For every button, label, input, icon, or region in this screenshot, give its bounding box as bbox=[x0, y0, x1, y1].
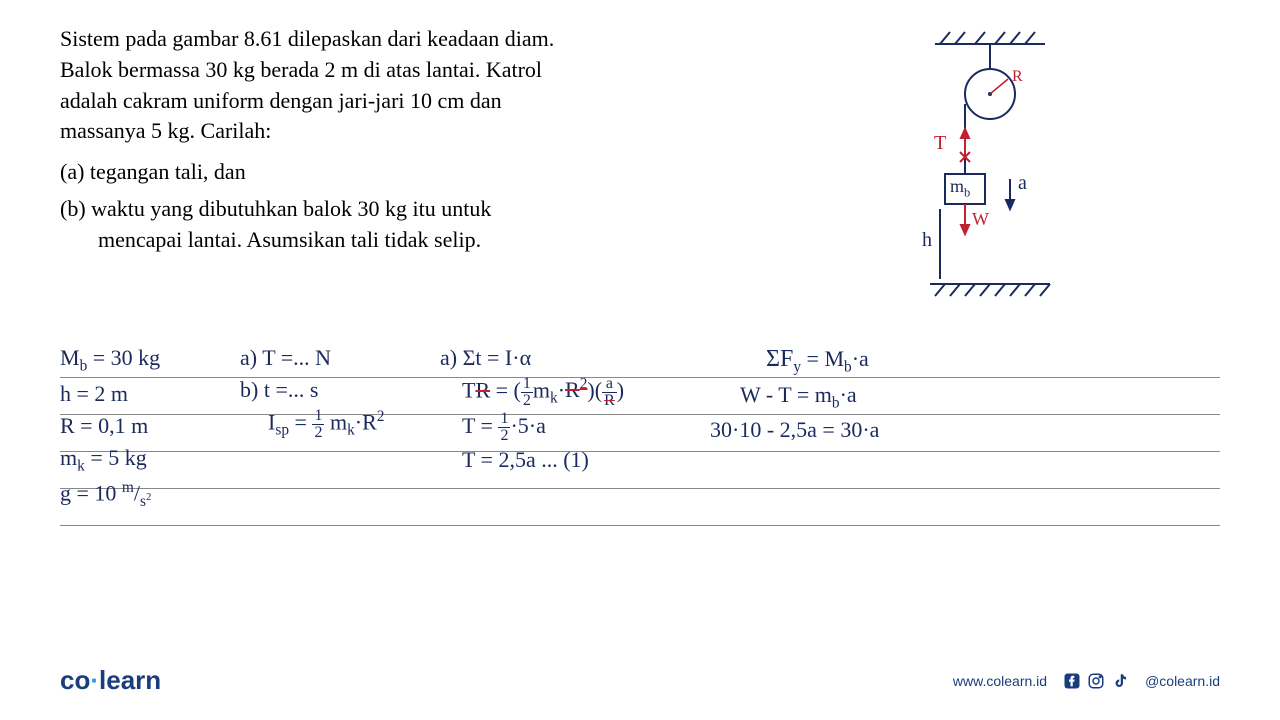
question-a: a) T =... N bbox=[240, 342, 384, 374]
given-mk: mk = 5 kg bbox=[60, 442, 160, 478]
solution-work: Mb = 30 kg h = 2 m R = 0,1 m mk = 5 kg g… bbox=[60, 340, 1160, 580]
problem-line2: Balok bermassa 30 kg berada 2 m di atas … bbox=[60, 55, 760, 86]
problem-sub-b1: (b) waktu yang dibutuhkan balok 30 kg it… bbox=[60, 194, 760, 225]
formula-isp: Isp = 12 mk·R2 bbox=[268, 406, 384, 442]
eq-t-result: T = 2,5a ... (1) bbox=[462, 444, 624, 476]
eq-w-minus-t: W - T = mb·a bbox=[740, 379, 879, 415]
footer-url: www.colearn.id bbox=[953, 673, 1047, 689]
tiktok-icon bbox=[1111, 672, 1129, 690]
diagram-label-h: h bbox=[922, 229, 932, 252]
rule-line-5 bbox=[60, 525, 1220, 526]
footer-right: www.colearn.id @colearn.id bbox=[953, 672, 1220, 690]
diagram-label-W: W bbox=[972, 209, 989, 230]
force-equations: ΣFy = Mb·a W - T = mb·a 30·10 - 2,5a = 3… bbox=[740, 342, 879, 446]
rule-line-2 bbox=[60, 414, 1220, 415]
given-g: g = 10 m/s2 bbox=[60, 477, 160, 513]
diagram-label-R: R bbox=[1012, 68, 1023, 86]
rule-line-1 bbox=[60, 377, 1220, 378]
footer: co·learn www.colearn.id @colearn.id bbox=[60, 665, 1220, 696]
rule-line-4 bbox=[60, 488, 1220, 489]
problem-statement: Sistem pada gambar 8.61 dilepaskan dari … bbox=[60, 24, 760, 256]
facebook-icon bbox=[1063, 672, 1081, 690]
footer-handle: @colearn.id bbox=[1145, 673, 1220, 689]
problem-line1: Sistem pada gambar 8.61 dilepaskan dari … bbox=[60, 24, 760, 55]
eq-tr: TR = (12mk·R2)(aR) bbox=[462, 374, 624, 410]
eq-numeric: 30·10 - 2,5a = 30·a bbox=[710, 414, 879, 446]
given-R: R = 0,1 m bbox=[60, 410, 160, 442]
given-h: h = 2 m bbox=[60, 378, 160, 410]
given-values: Mb = 30 kg h = 2 m R = 0,1 m mk = 5 kg g… bbox=[60, 342, 160, 513]
colearn-logo: co·learn bbox=[60, 665, 161, 696]
instagram-icon bbox=[1087, 672, 1105, 690]
eq-t-half: T = 12·5·a bbox=[462, 410, 624, 444]
diagram-label-mb: mb bbox=[950, 176, 970, 201]
diagram-label-a: a bbox=[1018, 172, 1027, 195]
questions-col: a) T =... N b) t =... s Isp = 12 mk·R2 bbox=[240, 342, 384, 442]
torque-equations: a) Σt = I·α TR = (12mk·R2)(aR) T = 12·5·… bbox=[440, 342, 624, 476]
problem-sub-a: (a) tegangan tali, dan bbox=[60, 157, 760, 188]
question-b: b) t =... s bbox=[240, 374, 384, 406]
eq-torque: a) Σt = I·α bbox=[440, 342, 624, 374]
social-icons bbox=[1063, 672, 1129, 690]
eq-sigma-fy: ΣFy = Mb·a bbox=[766, 342, 879, 379]
rule-line-3 bbox=[60, 451, 1220, 452]
diagram-label-T: T bbox=[934, 132, 946, 155]
physics-diagram: R T mb a W h bbox=[880, 24, 1080, 324]
diagram-svg bbox=[880, 24, 1080, 324]
problem-line3: adalah cakram uniform dengan jari-jari 1… bbox=[60, 86, 760, 117]
problem-line4: massanya 5 kg. Carilah: bbox=[60, 116, 760, 147]
problem-sub-b2: mencapai lantai. Asumsikan tali tidak se… bbox=[98, 225, 760, 256]
given-mb: Mb = 30 kg bbox=[60, 342, 160, 378]
